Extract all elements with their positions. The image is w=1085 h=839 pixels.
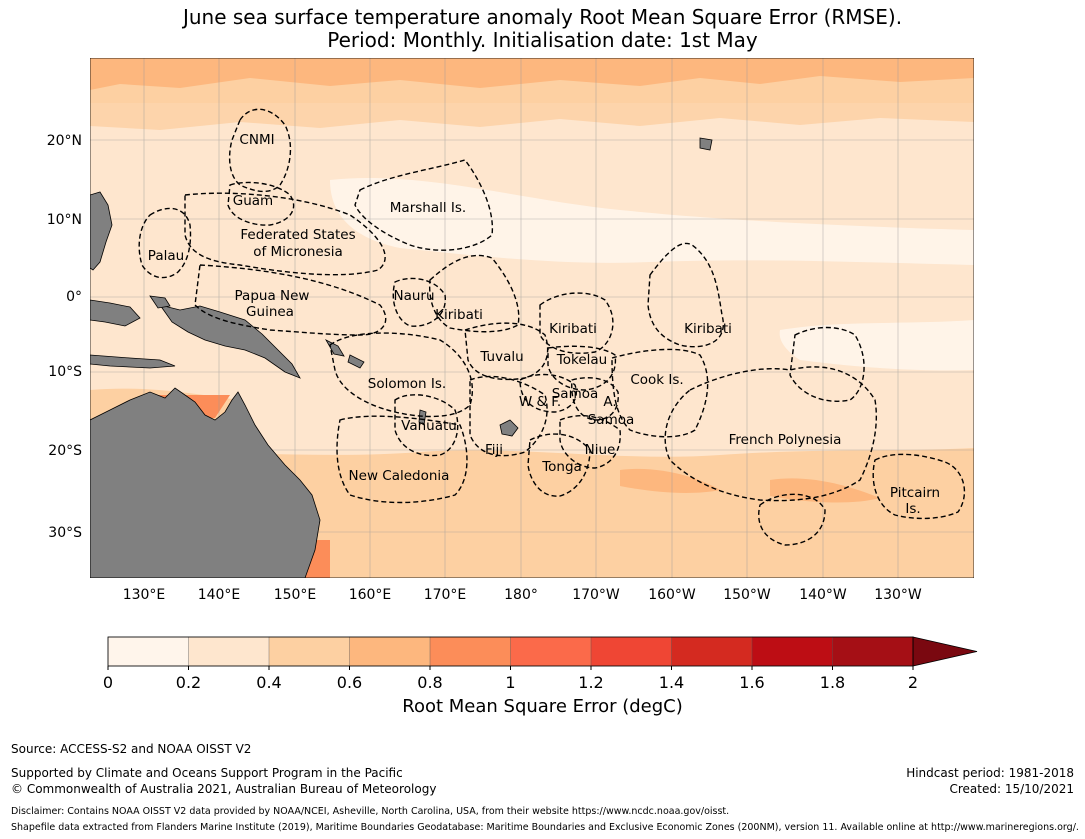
region-label-tokelau: Tokelau [556,352,607,368]
colorbar-swatch [511,637,592,666]
region-label-kiribati-east: Kiribati [684,321,732,337]
colorbar-swatch [430,637,511,666]
region-label-tuvalu: Tuvalu [479,349,523,365]
region-label-american-samoa-a: A. [603,394,616,410]
colorbar-tick-label: 0.4 [256,673,281,692]
colorbar-swatch [108,637,189,666]
region-label-cook: Cook Is. [630,372,683,388]
lon-axis: 130°E 140°E 150°E 160°E 170°E 180° 170°W… [123,587,922,603]
region-label-niue: Niue [585,442,616,458]
colorbar-tick-label: 0.8 [417,673,442,692]
colorbar-tick-label: 1.2 [578,673,603,692]
hindcast-text: Hindcast period: 1981-2018 [906,766,1074,781]
colorbar-tick-label: 0.6 [337,673,362,692]
region-label-pitcairn-1: Pitcairn [890,485,940,501]
lat-tick: 20°N [47,133,82,149]
region-label-nauru: Nauru [393,288,434,304]
lon-tick: 140°W [799,587,847,603]
lon-tick: 150°E [274,587,317,603]
shapefile-text: Shapefile data extracted from Flanders M… [11,822,1079,834]
source-text: Source: ACCESS-S2 and NOAA OISST V2 [11,742,251,757]
disclaimer-text: Disclaimer: Contains NOAA OISST V2 data … [11,806,729,818]
colorbar-swatch [189,637,270,666]
lat-tick: 0° [66,289,82,305]
colorbar-swatch [269,637,350,666]
lon-tick: 130°W [874,587,922,603]
region-label-vanuatu: Vanuatu [401,418,457,434]
lon-tick: 130°E [123,587,166,603]
lat-tick: 30°S [48,525,82,541]
region-label-new-caledonia: New Caledonia [349,468,450,484]
colorbar-swatch [672,637,753,666]
region-label-pitcairn-2: Is. [905,501,920,517]
colorbar-tick-label: 1.8 [820,673,845,692]
colorbar-tick-label: 1 [505,673,515,692]
region-label-fsm-1: Federated States [240,227,355,243]
colorbar: 0 0.2 0.4 0.6 0.8 1 1.2 1.4 1.6 1.8 2 [103,637,977,692]
region-label-fsm-2: of Micronesia [253,244,343,260]
colorbar-tick-label: 1.4 [659,673,684,692]
region-label-guam: Guam [233,193,273,209]
colorbar-swatch [752,637,833,666]
lat-tick: 10°S [48,364,82,380]
colorbar-swatch [591,637,672,666]
colorbar-tick-label: 0.2 [176,673,201,692]
lon-tick: 170°E [424,587,467,603]
supported-text: Supported by Climate and Oceans Support … [11,766,403,781]
lat-tick: 10°N [47,212,82,228]
region-label-wallis-futuna: W & F. [519,394,561,410]
sst-rmse-field [90,58,974,578]
lon-tick: 170°W [572,587,620,603]
copyright-text: © Commonwealth of Australia 2021, Austra… [11,782,436,797]
region-label-png-1: Papua New [235,288,310,304]
colorbar-tick-label: 2 [908,673,918,692]
lon-tick: 160°E [349,587,392,603]
lat-tick: 20°S [48,443,82,459]
region-label-fiji: Fiji [485,442,503,458]
region-label-png-2: Guinea [246,304,294,320]
region-label-palau: Palau [148,248,184,264]
region-label-tonga: Tonga [541,459,582,475]
region-label-cnmi: CNMI [239,132,274,148]
region-label-solomon: Solomon Is. [368,376,446,392]
region-label-kiribati-central: Kiribati [549,321,597,337]
lat-axis: 20°N 10°N 0° 10°S 20°S 30°S [47,133,82,541]
lon-tick: 150°W [723,587,771,603]
lon-tick: 160°W [648,587,696,603]
colorbar-tick-label: 1.6 [739,673,764,692]
created-text: Created: 15/10/2021 [949,782,1074,797]
lon-tick: 140°E [198,587,241,603]
colorbar-tick-label: 0 [103,673,113,692]
region-label-french-polynesia: French Polynesia [729,432,842,448]
colorbar-label: Root Mean Square Error (degC) [0,696,1085,717]
region-label-american-samoa: Samoa [588,412,635,428]
region-label-marshall: Marshall Is. [390,200,466,216]
lon-tick: 180° [504,587,538,603]
colorbar-extend-arrow [913,637,977,666]
colorbar-swatch [833,637,914,666]
region-label-kiribati-west: Kiribati [435,307,483,323]
colorbar-swatch [350,637,431,666]
